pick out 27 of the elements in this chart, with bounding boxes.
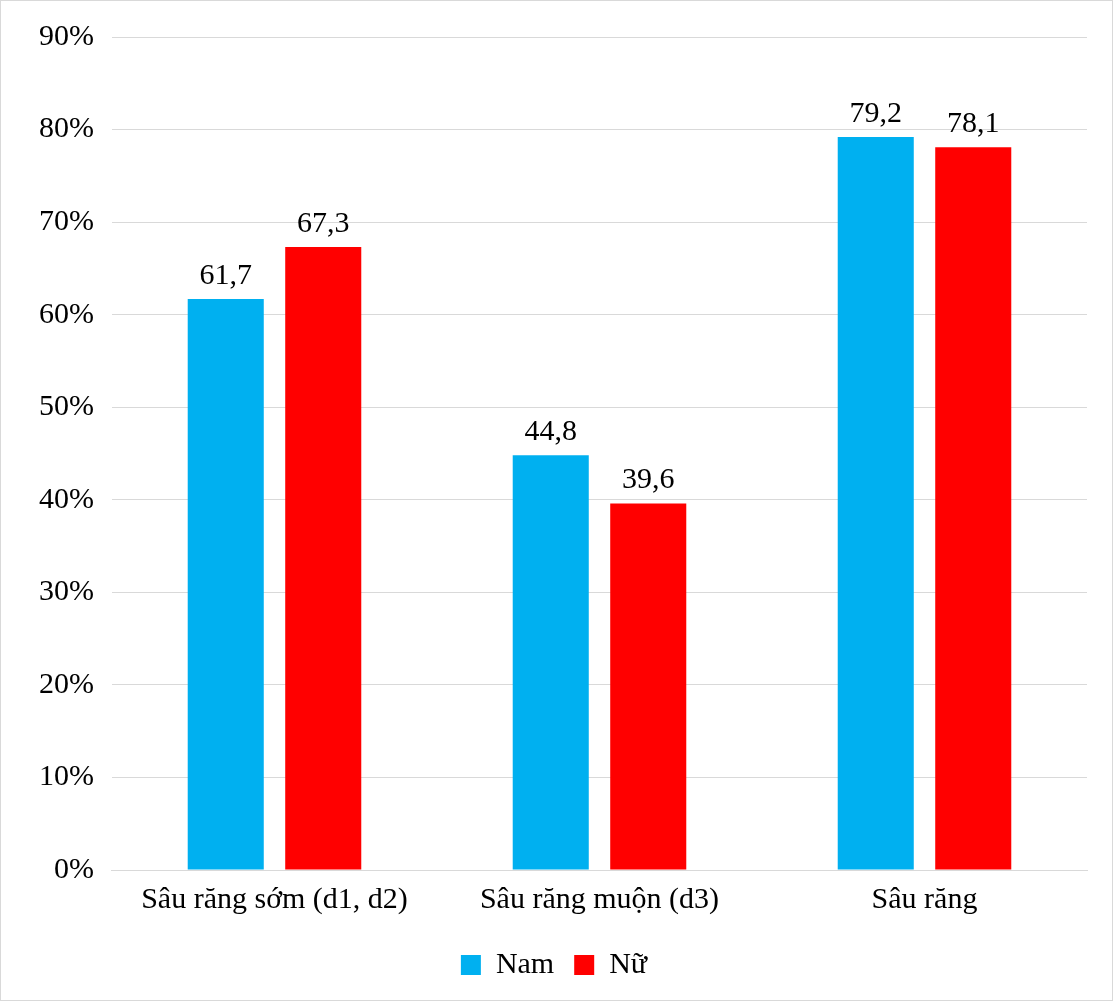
bar bbox=[512, 455, 589, 870]
x-tick-label: Sâu răng muộn (d3) bbox=[479, 880, 720, 915]
bar bbox=[837, 136, 914, 870]
bar bbox=[935, 147, 1012, 870]
y-tick-label: 10% bbox=[38, 758, 94, 792]
bar bbox=[187, 298, 264, 870]
legend-label: Nữ bbox=[609, 945, 649, 979]
y-tick-label: 60% bbox=[38, 295, 94, 329]
data-label: 44,8 bbox=[524, 413, 577, 447]
y-tick-label: 40% bbox=[38, 480, 94, 514]
data-label: 67,3 bbox=[296, 204, 350, 238]
y-tick-label: 50% bbox=[38, 388, 94, 422]
y-tick-label: 0% bbox=[53, 850, 94, 884]
data-label: 79,2 bbox=[849, 94, 902, 128]
bar bbox=[285, 247, 362, 870]
y-tick-label: 30% bbox=[38, 573, 94, 607]
data-label: 61,7 bbox=[199, 256, 252, 290]
x-tick-label: Sâu răng sớm (d1, d2) bbox=[141, 880, 408, 915]
legend-label: Nam bbox=[495, 945, 555, 979]
y-tick-label: 80% bbox=[38, 110, 94, 144]
y-tick-label: 70% bbox=[38, 202, 94, 236]
y-tick-label: 90% bbox=[38, 17, 94, 51]
x-tick-label: Sâu răng bbox=[871, 880, 978, 914]
y-tick-label: 20% bbox=[38, 665, 94, 699]
data-label: 39,6 bbox=[622, 461, 675, 495]
data-label: 78,1 bbox=[947, 105, 1000, 139]
bar bbox=[610, 503, 687, 870]
